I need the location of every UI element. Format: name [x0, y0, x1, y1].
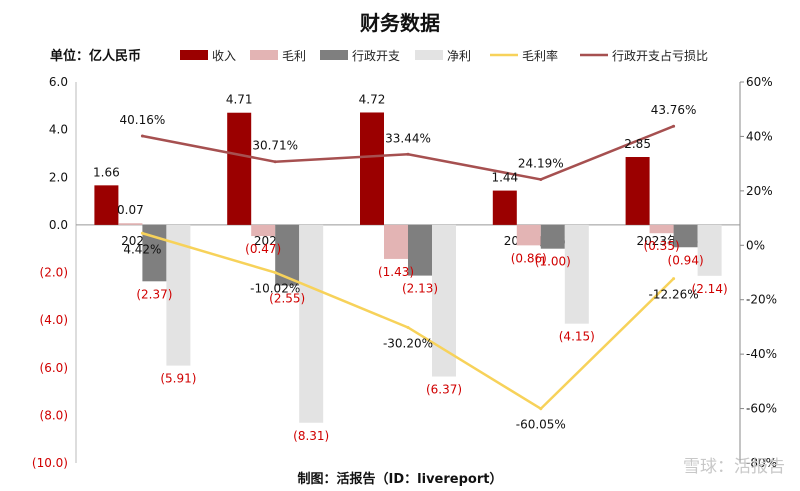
y-tick-label: (10.0) — [32, 456, 68, 470]
bar — [299, 224, 324, 423]
legend-label: 收入 — [212, 49, 236, 63]
bar — [492, 190, 517, 225]
bar-value-label: (2.14) — [692, 282, 728, 296]
y2-tick-label: -20% — [746, 293, 777, 307]
bar — [516, 224, 541, 246]
bar-value-label: 0.07 — [117, 203, 144, 217]
bar — [649, 224, 674, 234]
bar — [384, 224, 408, 259]
line-value-label: -30.20% — [383, 336, 433, 350]
legend-swatch — [180, 50, 208, 60]
legend-label: 净利 — [447, 49, 471, 63]
bar — [118, 223, 143, 225]
y-tick-label: 6.0 — [49, 75, 68, 89]
line-point — [140, 134, 144, 138]
bar-value-label: (0.94) — [668, 253, 704, 267]
y2-tick-label: -80% — [746, 456, 777, 470]
bar-value-label: (4.15) — [559, 330, 595, 344]
bar — [697, 224, 722, 276]
bar-value-label: (1.43) — [378, 265, 414, 279]
line-value-label: 33.44% — [385, 131, 431, 145]
footer-credit: 制图：活报告（ID：livereport） — [298, 471, 503, 487]
legend-label: 行政开支占亏损比 — [612, 48, 708, 63]
y2-tick-label: 0% — [746, 238, 765, 252]
bar — [540, 224, 565, 249]
y-tick-label: 2.0 — [49, 170, 68, 184]
y-tick-label: (4.0) — [40, 313, 68, 327]
bar-value-label: (2.37) — [136, 287, 172, 301]
line-value-label: 30.71% — [252, 139, 298, 153]
y-tick-label: 0.0 — [49, 218, 68, 232]
chart-title: 财务数据 — [360, 11, 440, 35]
line-value-label: -10.02% — [250, 282, 300, 296]
bar — [625, 157, 650, 225]
bar-value-label: (0.35) — [644, 239, 680, 253]
bar-value-label: (0.47) — [245, 242, 281, 256]
y2-tick-label: -60% — [746, 402, 777, 416]
line-point — [406, 325, 410, 329]
bar-value-label: 1.44 — [491, 171, 518, 185]
bar-value-label: (0.86) — [511, 251, 547, 265]
line-point — [406, 152, 410, 156]
legend: 收入 毛利 行政开支 净利 毛利率 行政开支占亏损比 — [180, 48, 708, 63]
bar — [166, 224, 191, 366]
line-point — [273, 271, 277, 275]
unit-label: 单位：亿人民币 — [50, 48, 141, 64]
bar — [227, 112, 252, 225]
bar-value-label: (8.31) — [293, 429, 329, 443]
line-point — [539, 407, 543, 411]
bar-value-label: (1.00) — [535, 255, 571, 269]
line-value-label: 40.16% — [120, 113, 166, 127]
y2-tick-label: 20% — [746, 184, 773, 198]
bar-value-label: 4.72 — [359, 92, 386, 106]
bar — [94, 185, 119, 225]
y-tick-label: 4.0 — [49, 123, 68, 137]
line-point — [273, 160, 277, 164]
line-value-label: -60.05% — [516, 418, 566, 432]
line-value-label: 43.76% — [651, 103, 697, 117]
legend-label: 毛利率 — [522, 48, 558, 63]
line-value-label: 4.42% — [123, 242, 161, 256]
legend-swatch — [415, 50, 443, 60]
line-series — [142, 232, 675, 411]
y2-tick-label: 40% — [746, 129, 773, 143]
bar — [408, 224, 432, 276]
data-labels: 1.66 4.71 4.72 1.44 2.85 0.07 (0.47) (1.43) (0.8… — [93, 92, 728, 442]
line-point — [672, 124, 676, 128]
legend-swatch — [320, 50, 348, 60]
lines — [140, 124, 676, 411]
bar-value-label: (2.55) — [269, 292, 305, 306]
y-tick-label: (6.0) — [40, 361, 68, 375]
bar — [432, 224, 456, 377]
bar-value-label: 1.66 — [93, 165, 120, 179]
legend-swatch — [250, 50, 278, 60]
bar-value-label: (5.91) — [160, 372, 196, 386]
watermark: 雪球：活报告 — [683, 457, 785, 477]
legend-label: 毛利 — [282, 49, 306, 63]
bars — [94, 112, 722, 423]
y-tick-label: (8.0) — [40, 408, 68, 422]
line-point — [539, 177, 543, 181]
line-point — [672, 277, 676, 281]
line-value-label: 24.19% — [518, 156, 564, 170]
bar — [360, 112, 384, 225]
bar-value-label: 2.85 — [624, 137, 651, 151]
y2-tick-label: -40% — [746, 347, 777, 361]
y2-tick-label: 60% — [746, 75, 773, 89]
bar — [564, 224, 589, 324]
bar — [251, 224, 276, 237]
line-value-label: -12.26% — [649, 288, 699, 302]
bar-value-label: 4.71 — [226, 93, 253, 107]
y-tick-label: (2.0) — [40, 266, 68, 280]
bar — [673, 224, 698, 248]
line-point — [140, 231, 144, 235]
legend-label: 行政开支 — [352, 49, 400, 63]
bar-value-label: (6.37) — [426, 383, 462, 397]
bar-value-label: (2.13) — [402, 282, 438, 296]
